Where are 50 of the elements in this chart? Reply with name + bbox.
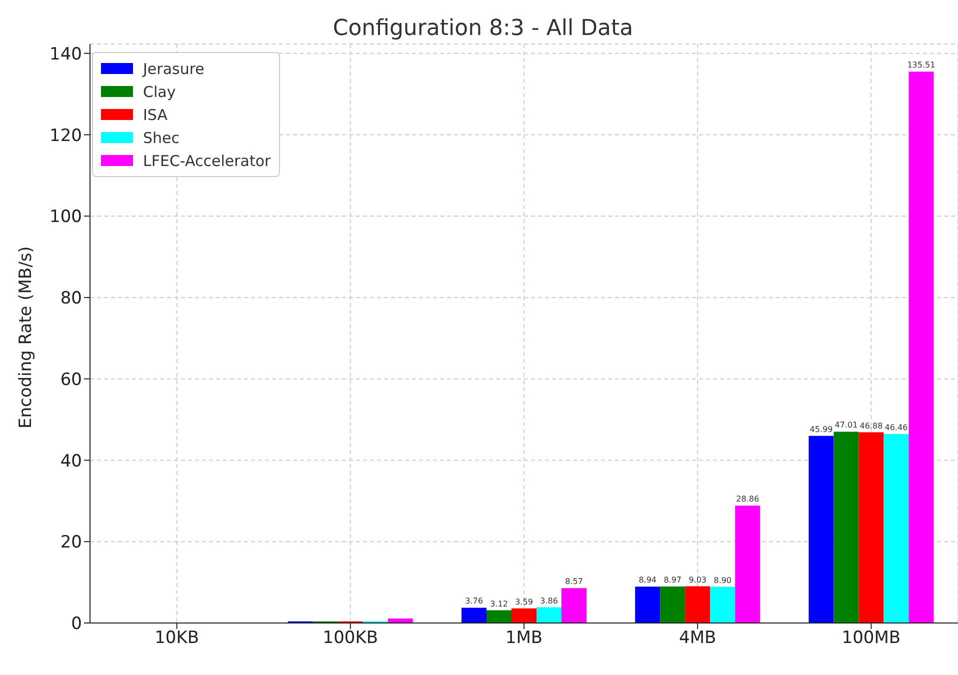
bar [512,608,537,623]
data-label: 46.88 [860,421,883,430]
bar [908,72,934,623]
y-tick-label: 80 [60,288,82,309]
bar [710,586,736,623]
chart-title: Configuration 8:3 - All Data [332,16,634,41]
bar [462,608,487,623]
data-label: 8.57 [565,577,583,586]
y-tick-label: 100 [50,207,82,228]
data-label: 9.03 [688,575,707,584]
data-label: 46.46 [884,422,908,432]
data-label: 3.86 [540,596,558,606]
data-label: 8.97 [664,576,682,584]
bar [486,610,512,623]
y-tick-label: 0 [71,614,82,634]
y-tick-label: 120 [50,126,82,146]
y-tick-label: 140 [50,44,82,64]
bar [884,434,909,623]
data-label: 3.12 [490,599,508,608]
x-tick-label: 100MB [842,628,901,648]
bar [635,586,660,623]
bar [808,436,834,623]
y-tick-label: 60 [60,370,82,390]
legend-label: Jerasure [143,60,204,78]
data-label: 3.59 [515,597,533,606]
bar [685,586,710,623]
data-label: 45.99 [810,424,833,434]
x-tick-label: 4MB [679,628,716,648]
data-label: 8.90 [714,576,732,585]
y-tick-label: 20 [60,532,82,553]
bar [562,588,587,623]
x-tick-label: 10KB [154,628,200,648]
data-label: 3.76 [465,596,483,606]
data-label: 47.01 [834,420,858,430]
bar [536,607,562,623]
legend-label: LFEC-Accelerator [143,152,271,170]
bar [834,432,859,623]
x-tick-label: 1MB [505,628,543,648]
y-tick-label: 40 [60,451,82,472]
x-tick-label: 100KB [322,628,378,648]
legend-label: ISA [143,106,168,124]
data-label: 8.94 [638,576,657,585]
legend-label: Shec [143,128,180,146]
bar [735,506,760,623]
bar [858,432,884,623]
data-label: 135.51 [907,60,936,70]
bar [660,586,686,623]
data-label: 28.86 [736,494,760,504]
legend-label: Clay [143,82,176,100]
y-axis-title: Encoding Rate (MB/s) [16,246,36,428]
